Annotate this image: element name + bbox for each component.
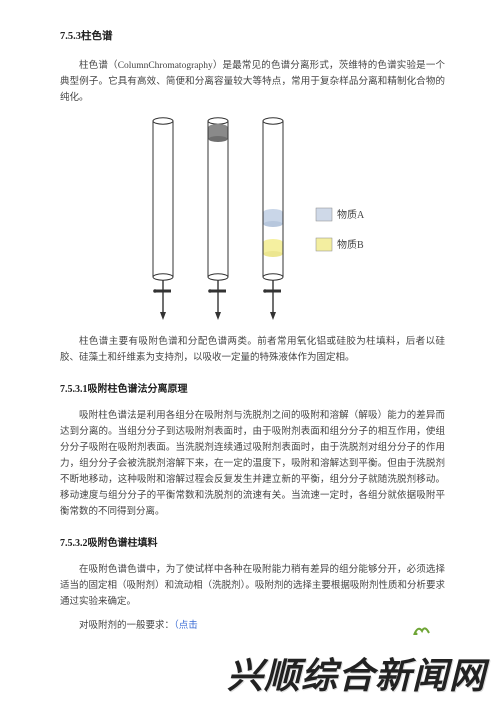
heading-7-5-3: 7.5.3柱色谱 <box>60 28 445 46</box>
column-1 <box>153 118 173 320</box>
adsorbent-req-prefix: 对吸附剂的一般要求： <box>79 621 174 631</box>
footer-banner: 兴顺综合新闻网 <box>0 635 500 707</box>
column-2 <box>208 118 228 320</box>
chromatography-columns-svg: 物质A 物质B <box>123 114 383 324</box>
column-3 <box>263 118 283 320</box>
para-intro-1: 柱色谱（ColumnChromatography）是最常见的色谱分离形式，茨维特… <box>60 58 445 106</box>
heading-7-5-3-2: 7.5.3.2吸附色谱柱填料 <box>60 535 445 552</box>
click-link[interactable]: （点击 <box>174 621 198 631</box>
heading-7-5-3-1: 7.5.3.1吸附柱色谱法分离原理 <box>60 381 445 398</box>
column-diagram: 物质A 物质B <box>60 114 445 324</box>
para-packing-2: 对吸附剂的一般要求：（点击 <box>60 618 445 634</box>
label-b-group: 物质B <box>316 238 364 251</box>
label-b: 物质B <box>337 238 364 251</box>
document-page: 7.5.3柱色谱 柱色谱（ColumnChromatography）是最常见的色… <box>0 0 500 634</box>
para-intro-2: 柱色谱主要有吸附色谱和分配色谱两类。前者常用氧化铝或硅胶为柱填料，后者以硅胶、硅… <box>60 334 445 366</box>
banner-site-name: 兴顺综合新闻网 <box>227 647 486 699</box>
para-principle: 吸附柱色谱法是利用各组分在吸附剂与洗脱剂之间的吸附和溶解（解吸）能力的差异而达到… <box>60 408 445 521</box>
para-packing-1: 在吸附色谱色谱中，为了使试样中各种在吸附能力稍有差异的组分能够分开，必须选择适当… <box>60 562 445 610</box>
label-a-group: 物质A <box>316 208 365 221</box>
label-a: 物质A <box>337 208 365 221</box>
